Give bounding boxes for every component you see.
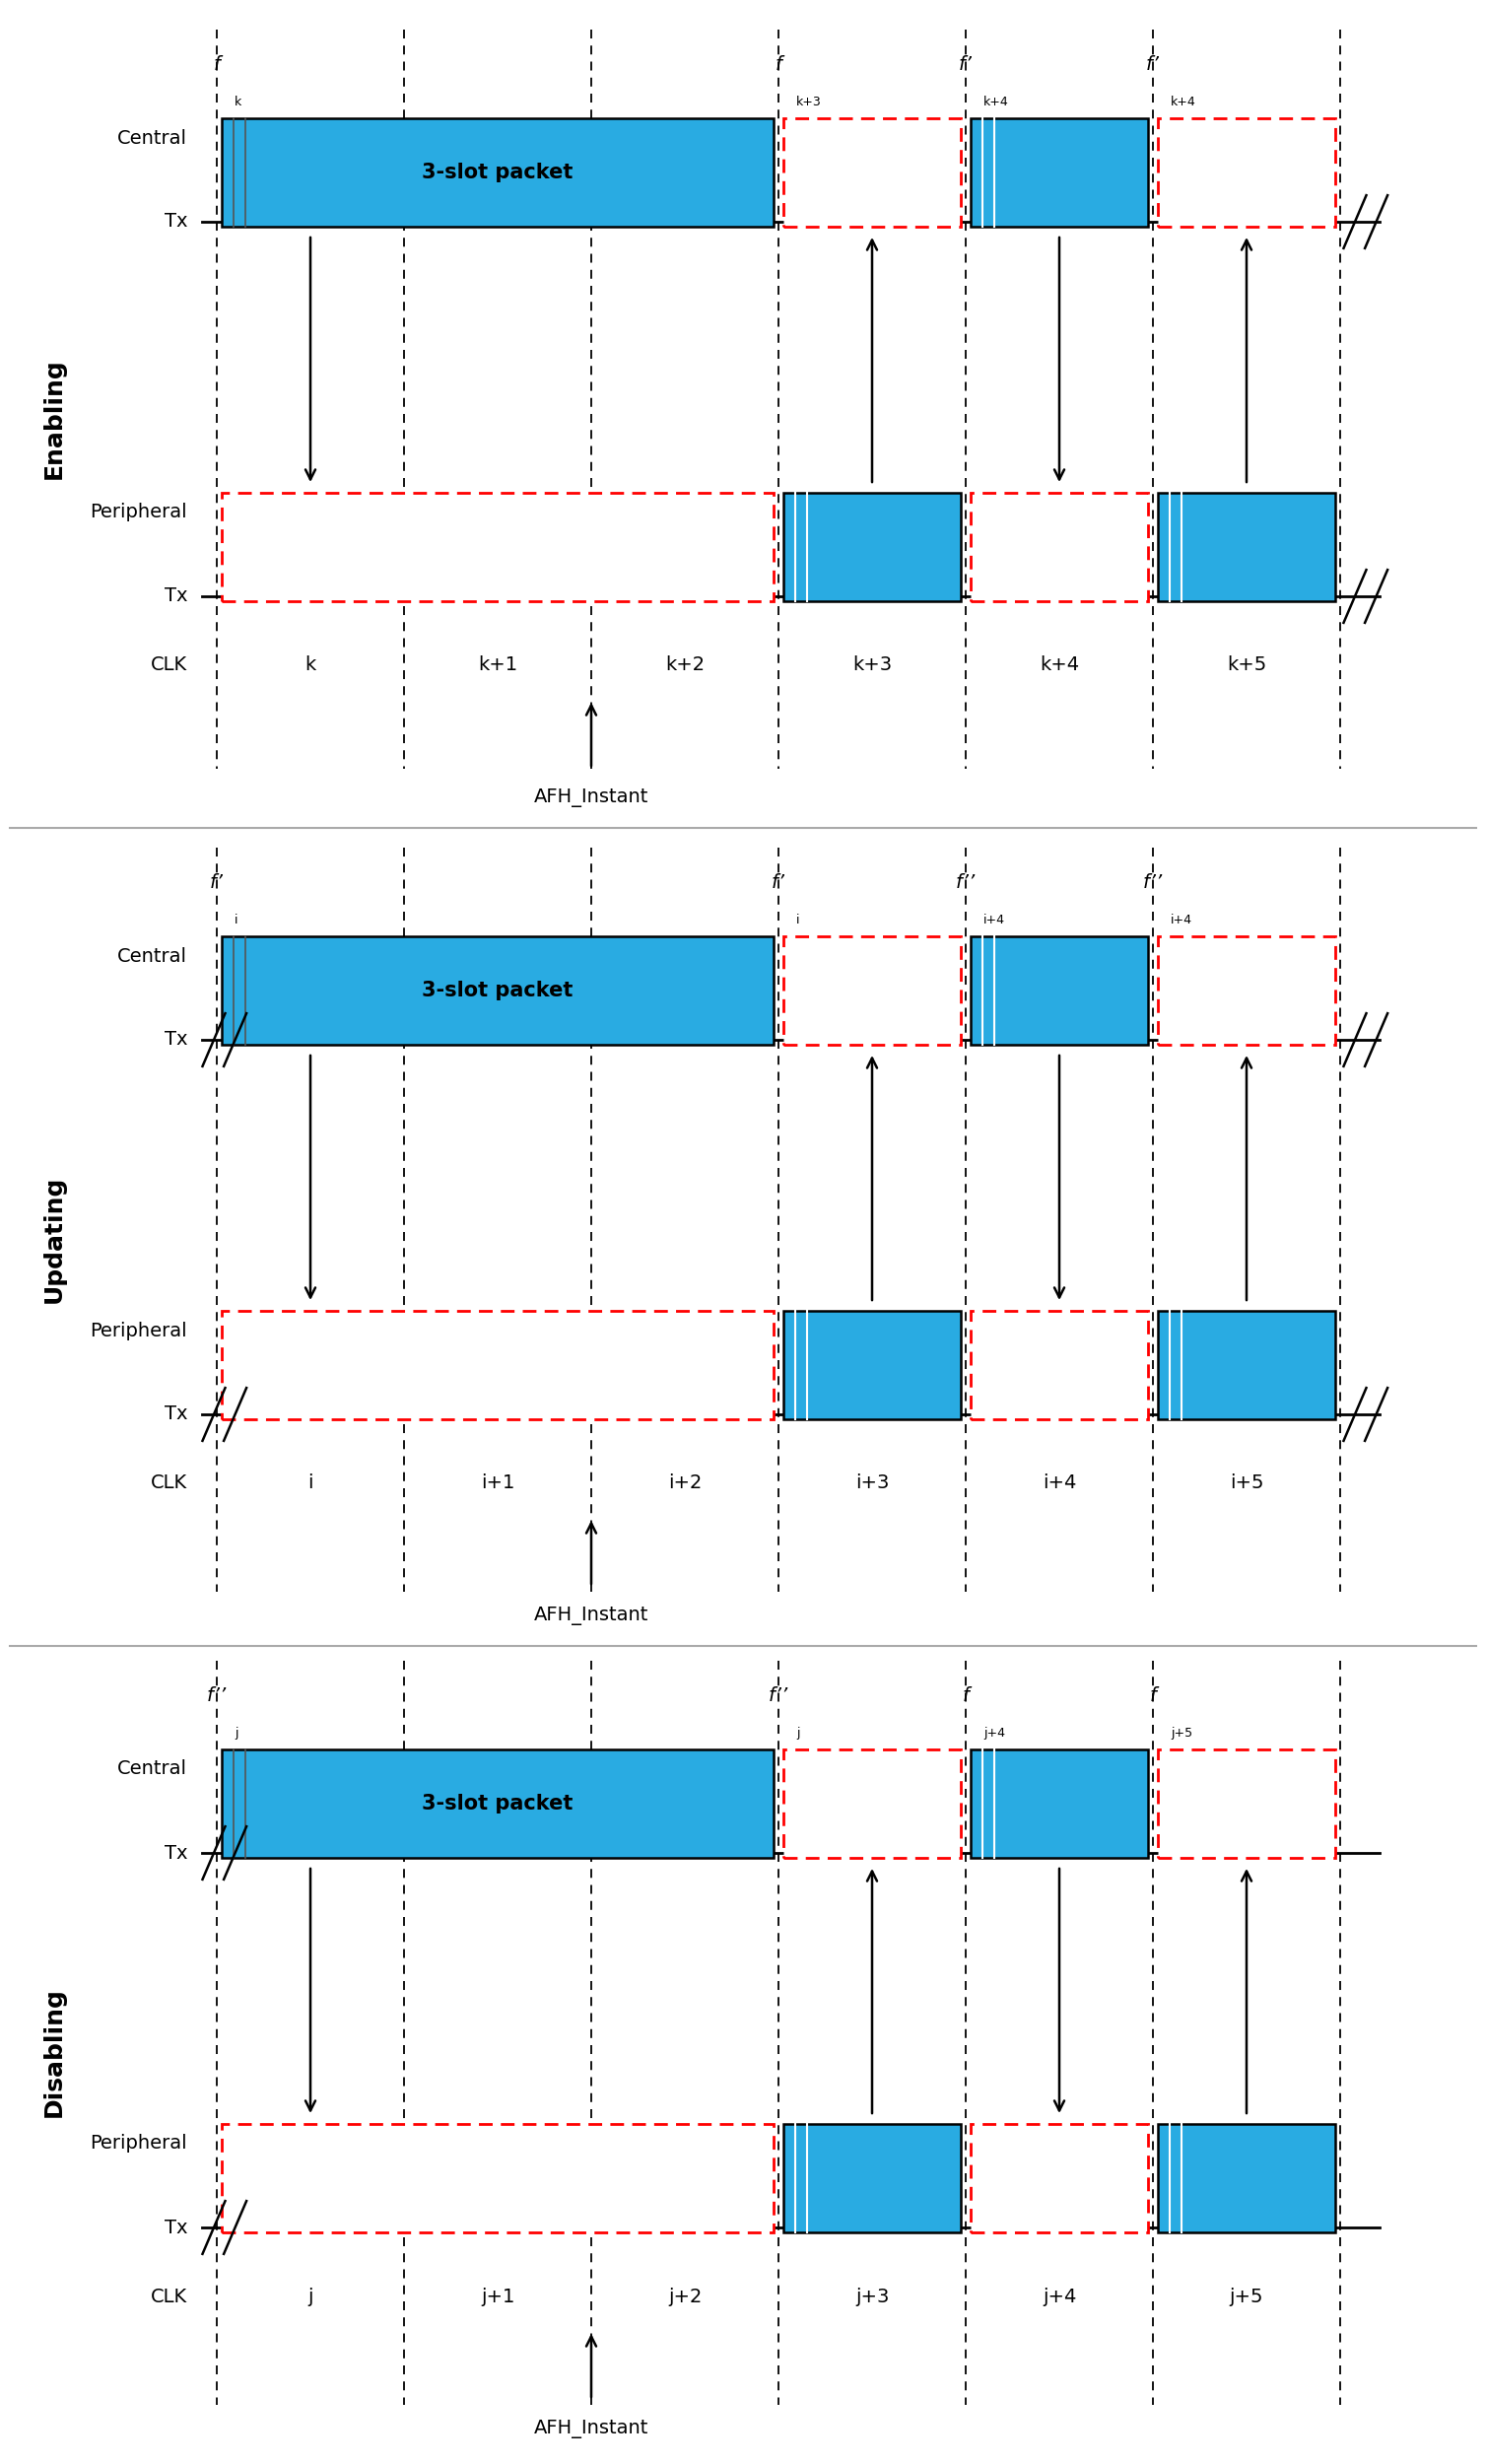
Bar xyxy=(970,1311,1149,1419)
Bar xyxy=(1158,1749,1336,1858)
Text: 3-slot packet: 3-slot packet xyxy=(422,981,574,1000)
Text: Tx: Tx xyxy=(163,1404,187,1424)
Text: k+2: k+2 xyxy=(666,655,704,675)
Bar xyxy=(221,1749,774,1858)
Text: j+3: j+3 xyxy=(854,2287,889,2306)
Bar xyxy=(783,1311,961,1419)
Text: AFH_Instant: AFH_Instant xyxy=(533,2420,648,2439)
Text: i+2: i+2 xyxy=(667,1473,701,1493)
Text: k+4: k+4 xyxy=(1040,655,1079,675)
Bar xyxy=(1158,493,1336,601)
Text: k+5: k+5 xyxy=(1227,655,1266,675)
Bar xyxy=(1158,2124,1336,2232)
Text: f’’: f’’ xyxy=(768,1685,789,1705)
Bar xyxy=(1158,1311,1336,1419)
Bar xyxy=(970,936,1149,1045)
Bar xyxy=(783,2124,961,2232)
Text: f’: f’ xyxy=(958,54,973,74)
Text: f: f xyxy=(963,1685,969,1705)
Text: f’’: f’’ xyxy=(955,872,976,892)
Text: j: j xyxy=(308,2287,314,2306)
Text: f’: f’ xyxy=(771,872,786,892)
Text: f: f xyxy=(1150,1685,1156,1705)
Text: j+5: j+5 xyxy=(1171,1727,1192,1740)
Text: Peripheral: Peripheral xyxy=(91,1321,187,1340)
Text: j: j xyxy=(796,1727,799,1740)
Text: j+4: j+4 xyxy=(984,1727,1005,1740)
Bar xyxy=(783,936,961,1045)
Text: j+4: j+4 xyxy=(1042,2287,1076,2306)
Bar xyxy=(783,493,961,601)
Text: Central: Central xyxy=(117,128,187,148)
Text: Enabling: Enabling xyxy=(43,357,65,480)
Text: Central: Central xyxy=(117,946,187,966)
Text: AFH_Instant: AFH_Instant xyxy=(533,1607,648,1626)
Text: Tx: Tx xyxy=(163,1843,187,1863)
Text: f’: f’ xyxy=(210,872,224,892)
Text: i+5: i+5 xyxy=(1229,1473,1263,1493)
Text: f’’: f’’ xyxy=(207,1685,227,1705)
Text: 3-slot packet: 3-slot packet xyxy=(422,1794,574,1814)
Text: k+1: k+1 xyxy=(478,655,517,675)
Text: Tx: Tx xyxy=(163,212,187,232)
Text: k: k xyxy=(235,96,242,108)
Bar xyxy=(970,118,1149,227)
Text: j: j xyxy=(235,1727,238,1740)
Text: f: f xyxy=(776,54,782,74)
Bar xyxy=(970,2124,1149,2232)
Text: Peripheral: Peripheral xyxy=(91,503,187,522)
Text: CLK: CLK xyxy=(150,1473,187,1493)
Text: j+5: j+5 xyxy=(1229,2287,1263,2306)
Text: Tx: Tx xyxy=(163,2218,187,2237)
Text: Tx: Tx xyxy=(163,1030,187,1050)
Bar xyxy=(970,493,1149,601)
Text: j+1: j+1 xyxy=(480,2287,514,2306)
Text: Tx: Tx xyxy=(163,586,187,606)
Text: j+2: j+2 xyxy=(667,2287,701,2306)
Bar xyxy=(1158,118,1336,227)
Text: k+4: k+4 xyxy=(984,96,1009,108)
Text: Updating: Updating xyxy=(43,1175,65,1303)
Text: k+3: k+3 xyxy=(796,96,822,108)
Text: 3-slot packet: 3-slot packet xyxy=(422,163,574,182)
Bar xyxy=(221,2124,774,2232)
Bar xyxy=(221,1311,774,1419)
Text: i+1: i+1 xyxy=(480,1473,514,1493)
Text: f: f xyxy=(214,54,220,74)
Text: f’: f’ xyxy=(1146,54,1161,74)
Text: Disabling: Disabling xyxy=(43,1988,65,2117)
Text: Central: Central xyxy=(117,1759,187,1779)
Text: k+4: k+4 xyxy=(1171,96,1196,108)
Text: AFH_Instant: AFH_Instant xyxy=(533,788,648,808)
Text: f’’: f’’ xyxy=(1143,872,1164,892)
Bar xyxy=(221,936,774,1045)
Bar xyxy=(783,1749,961,1858)
Text: i: i xyxy=(235,914,238,926)
Text: k: k xyxy=(305,655,317,675)
Text: i+4: i+4 xyxy=(984,914,1005,926)
Text: i+3: i+3 xyxy=(854,1473,889,1493)
Bar xyxy=(783,118,961,227)
Text: CLK: CLK xyxy=(150,655,187,675)
Text: Peripheral: Peripheral xyxy=(91,2134,187,2154)
Text: i+4: i+4 xyxy=(1042,1473,1076,1493)
Bar xyxy=(221,118,774,227)
Bar xyxy=(221,493,774,601)
Text: i: i xyxy=(796,914,799,926)
Text: i+4: i+4 xyxy=(1171,914,1192,926)
Bar xyxy=(1158,936,1336,1045)
Text: k+3: k+3 xyxy=(853,655,892,675)
Text: CLK: CLK xyxy=(150,2287,187,2306)
Text: i: i xyxy=(308,1473,314,1493)
Bar xyxy=(970,1749,1149,1858)
